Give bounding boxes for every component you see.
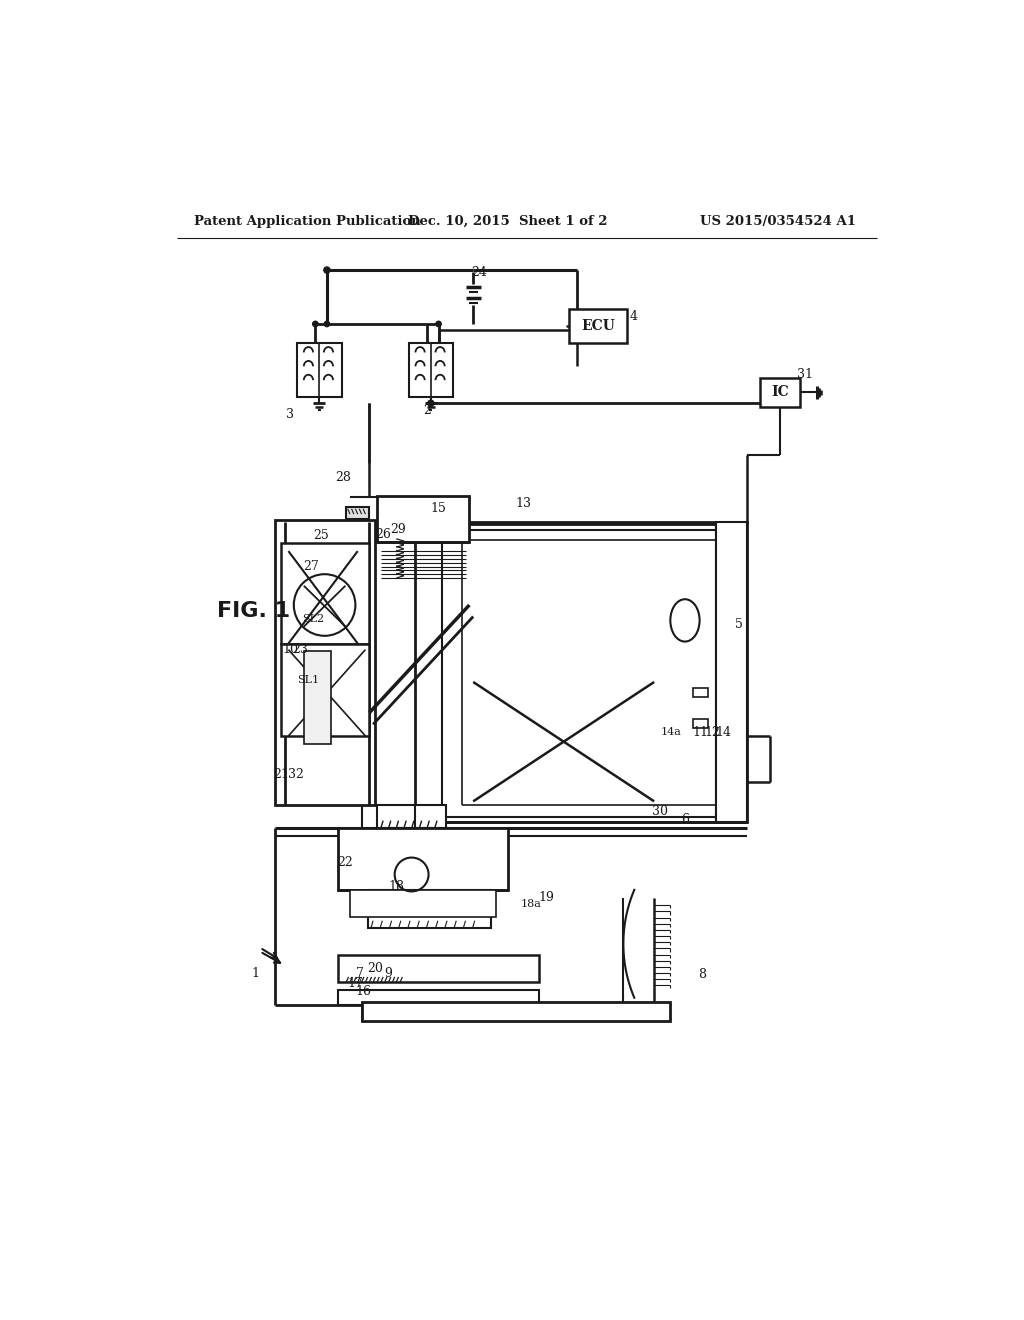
Text: 8: 8: [698, 968, 706, 981]
Text: 2: 2: [423, 404, 431, 417]
Bar: [416, 521, 746, 822]
Bar: [350, 890, 497, 917]
Text: 28: 28: [335, 471, 351, 484]
Text: 7: 7: [356, 966, 364, 979]
Text: 18a: 18a: [520, 899, 542, 908]
Text: 11: 11: [692, 726, 709, 739]
Bar: [361, 1002, 670, 1020]
Bar: [377, 496, 469, 543]
Text: Patent Application Publication: Patent Application Publication: [194, 215, 421, 228]
Bar: [281, 644, 370, 737]
Text: 15: 15: [431, 502, 446, 515]
Text: SL1: SL1: [297, 676, 319, 685]
Bar: [761, 378, 801, 407]
Bar: [377, 805, 446, 829]
Text: 5: 5: [735, 618, 742, 631]
Text: 24: 24: [471, 265, 487, 279]
Text: 14a: 14a: [660, 727, 682, 737]
Circle shape: [436, 321, 441, 326]
Text: 6: 6: [681, 813, 689, 825]
Bar: [368, 890, 490, 928]
Text: 32: 32: [288, 768, 304, 781]
Text: 4: 4: [630, 310, 637, 323]
Text: US 2015/0354524 A1: US 2015/0354524 A1: [700, 215, 856, 228]
Text: 26: 26: [375, 528, 391, 541]
Text: 13: 13: [515, 496, 531, 510]
Bar: [275, 520, 376, 805]
Bar: [716, 521, 746, 822]
Text: 3: 3: [286, 408, 294, 421]
Text: Dec. 10, 2015  Sheet 1 of 2: Dec. 10, 2015 Sheet 1 of 2: [408, 215, 607, 228]
Text: 29: 29: [390, 523, 407, 536]
Bar: [281, 544, 370, 644]
Circle shape: [324, 267, 330, 273]
Bar: [339, 990, 539, 1006]
Text: ECU: ECU: [582, 319, 615, 333]
Bar: [304, 651, 331, 743]
Text: 9: 9: [385, 966, 392, 979]
Text: 27: 27: [304, 560, 319, 573]
Text: 20: 20: [368, 962, 383, 975]
Text: 30: 30: [652, 805, 669, 818]
Text: 18: 18: [388, 879, 404, 892]
Bar: [346, 507, 370, 519]
Circle shape: [312, 321, 318, 326]
Circle shape: [325, 321, 330, 326]
Text: 1: 1: [251, 966, 259, 979]
Text: 31: 31: [797, 367, 813, 380]
Bar: [297, 343, 342, 397]
Bar: [339, 956, 539, 982]
Text: 25: 25: [313, 529, 329, 543]
Bar: [692, 719, 708, 729]
Text: 23: 23: [292, 643, 308, 656]
Text: 22: 22: [337, 857, 352, 870]
Text: IC: IC: [771, 385, 790, 400]
Text: SL2: SL2: [302, 614, 325, 624]
Circle shape: [428, 400, 434, 407]
Bar: [692, 688, 708, 697]
Text: 16: 16: [355, 985, 371, 998]
Text: FIG. 1: FIG. 1: [217, 601, 290, 622]
Text: 17: 17: [347, 977, 364, 990]
Text: 21: 21: [273, 768, 290, 781]
Text: 19: 19: [539, 891, 554, 904]
Bar: [409, 343, 454, 397]
Bar: [339, 829, 508, 890]
Text: 14: 14: [716, 726, 731, 739]
Text: 10: 10: [283, 643, 299, 656]
Bar: [569, 309, 628, 343]
Text: 12: 12: [703, 726, 720, 739]
